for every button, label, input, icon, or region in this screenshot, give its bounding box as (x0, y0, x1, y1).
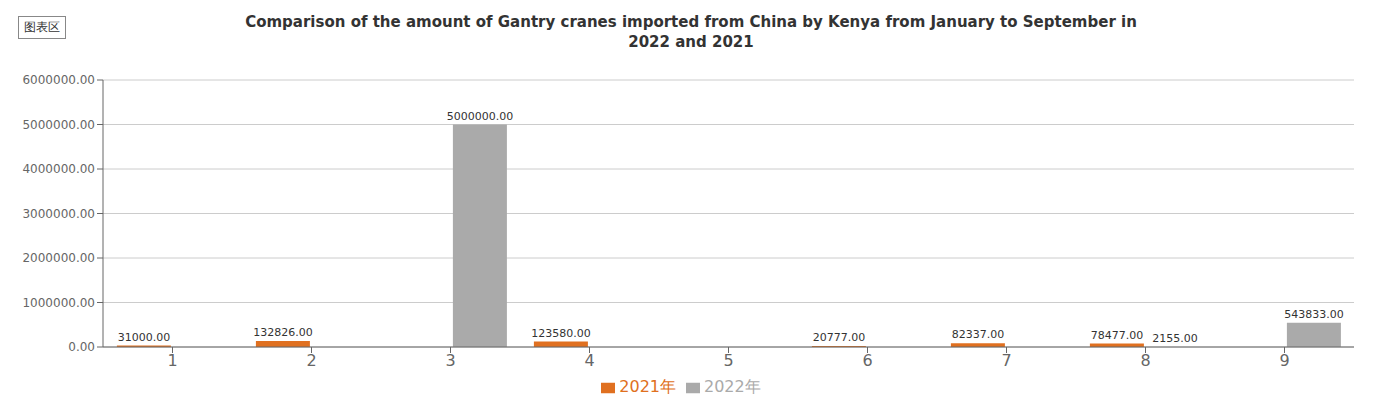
svg-text:31000.00: 31000.00 (118, 331, 171, 344)
svg-text:5000000.00: 5000000.00 (22, 118, 95, 132)
svg-text:123580.00: 123580.00 (531, 327, 591, 340)
svg-text:1000000.00: 1000000.00 (22, 296, 95, 310)
svg-text:6: 6 (862, 351, 872, 370)
svg-text:2155.00: 2155.00 (1152, 332, 1198, 345)
svg-text:5: 5 (723, 351, 733, 370)
svg-text:3000000.00: 3000000.00 (22, 207, 95, 221)
svg-text:82337.00: 82337.00 (952, 328, 1005, 341)
svg-text:132826.00: 132826.00 (253, 326, 313, 339)
svg-text:4000000.00: 4000000.00 (22, 162, 95, 176)
html-text:2022 and 2021: 2022 and 2021 (628, 33, 754, 51)
svg-text:7: 7 (1001, 351, 1011, 370)
svg-text:8: 8 (1140, 351, 1150, 370)
svg-text:20777.00: 20777.00 (813, 331, 866, 344)
svg-text:6000000.00: 6000000.00 (22, 73, 95, 87)
svg-text:9: 9 (1279, 351, 1289, 370)
html-text:图表区: 图表区 (24, 20, 60, 34)
html-text:Comparison of the amount of Ga: Comparison of the amount of Gantry crane… (245, 13, 1137, 31)
svg-text:0.00: 0.00 (68, 340, 95, 354)
svg-text:78477.00: 78477.00 (1091, 329, 1144, 342)
svg-text:3: 3 (445, 351, 455, 370)
svg-text:2000000.00: 2000000.00 (22, 251, 95, 265)
svg-text:2: 2 (306, 351, 316, 370)
html-text:2022年: 2022年 (704, 377, 761, 396)
html-text:2021年: 2021年 (619, 377, 676, 396)
svg-text:543833.00: 543833.00 (1284, 308, 1344, 321)
svg-text:5000000.00: 5000000.00 (447, 110, 513, 123)
svg-text:1: 1 (167, 351, 177, 370)
svg-text:4: 4 (584, 351, 594, 370)
